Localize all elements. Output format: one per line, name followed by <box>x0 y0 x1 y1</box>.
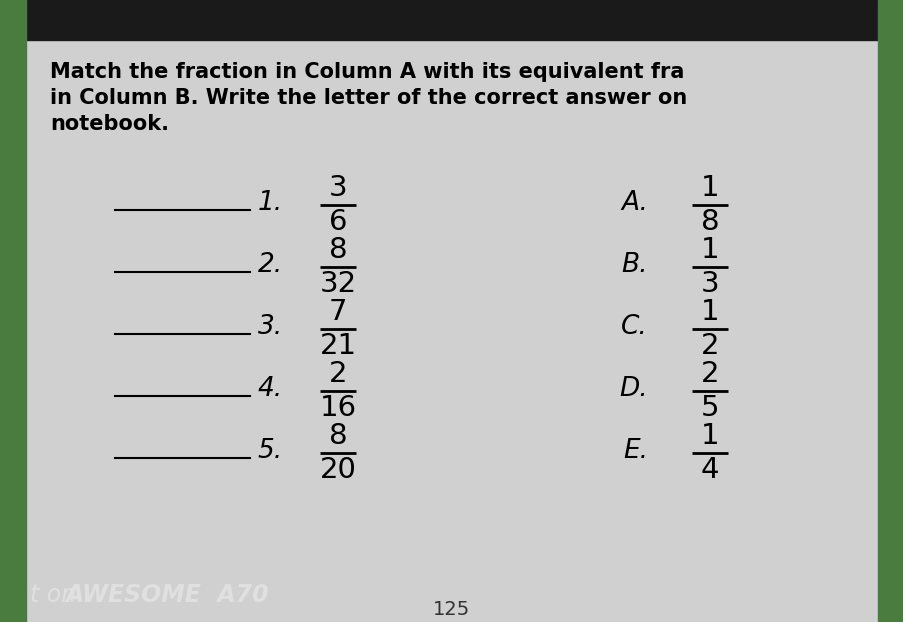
Text: 125: 125 <box>433 600 470 619</box>
Text: 1: 1 <box>700 298 719 326</box>
Text: 3: 3 <box>329 174 347 202</box>
Text: C.: C. <box>620 314 647 340</box>
Text: 5: 5 <box>700 394 719 422</box>
Text: in Column B. Write the letter of the correct answer on: in Column B. Write the letter of the cor… <box>50 88 686 108</box>
Text: 2: 2 <box>329 360 347 388</box>
Text: 32: 32 <box>319 270 356 298</box>
Text: D.: D. <box>619 376 647 402</box>
Text: 1: 1 <box>700 422 719 450</box>
Text: 1: 1 <box>700 174 719 202</box>
Text: 20: 20 <box>319 456 356 484</box>
Text: 4.: 4. <box>257 376 283 402</box>
Text: A.: A. <box>620 190 647 216</box>
Text: 8: 8 <box>329 422 347 450</box>
Text: 7: 7 <box>329 298 347 326</box>
Text: 1: 1 <box>700 236 719 264</box>
Text: t on: t on <box>30 583 84 607</box>
Text: 16: 16 <box>319 394 356 422</box>
Text: 8: 8 <box>329 236 347 264</box>
Text: B.: B. <box>621 252 647 278</box>
Text: Match the fraction in Column A with its equivalent fra: Match the fraction in Column A with its … <box>50 62 684 82</box>
Text: 5.: 5. <box>257 438 283 464</box>
Text: 6: 6 <box>329 208 347 236</box>
Text: 1.: 1. <box>257 190 283 216</box>
Text: 2: 2 <box>700 360 719 388</box>
Bar <box>0 0 26 622</box>
Text: 8: 8 <box>700 208 719 236</box>
Text: 3: 3 <box>700 270 719 298</box>
Text: 2.: 2. <box>257 252 283 278</box>
Text: 2: 2 <box>700 332 719 360</box>
Text: 21: 21 <box>319 332 356 360</box>
Text: E.: E. <box>622 438 647 464</box>
Text: 4: 4 <box>700 456 719 484</box>
Text: 3.: 3. <box>257 314 283 340</box>
Bar <box>0 0 903 40</box>
Text: AWESOME  A70: AWESOME A70 <box>66 583 269 607</box>
Text: notebook.: notebook. <box>50 114 169 134</box>
Bar <box>877 0 903 622</box>
